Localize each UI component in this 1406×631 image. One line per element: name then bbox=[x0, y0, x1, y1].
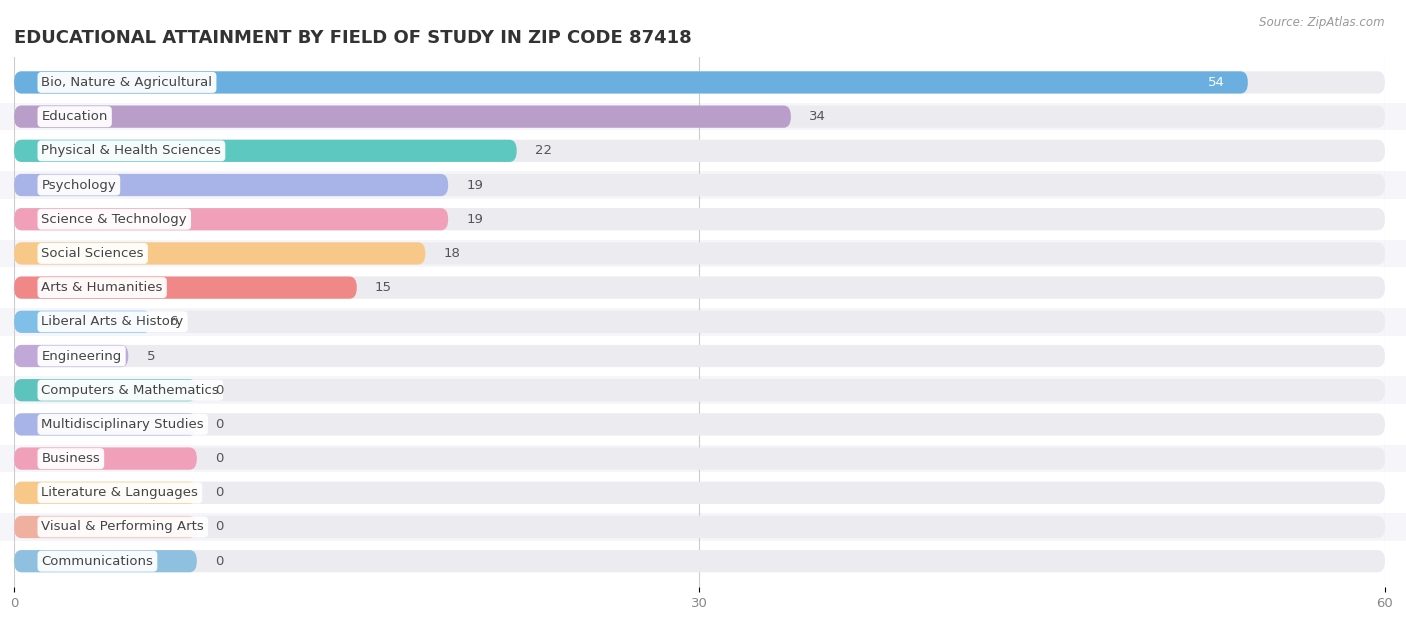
FancyBboxPatch shape bbox=[14, 174, 449, 196]
Text: Social Sciences: Social Sciences bbox=[42, 247, 143, 260]
Text: 0: 0 bbox=[215, 418, 224, 431]
Bar bbox=[0, 308, 1406, 336]
FancyBboxPatch shape bbox=[14, 413, 1385, 435]
Bar bbox=[0, 376, 1406, 404]
Bar bbox=[0, 103, 1406, 131]
FancyBboxPatch shape bbox=[14, 550, 1385, 572]
Text: Computers & Mathematics: Computers & Mathematics bbox=[42, 384, 219, 397]
Text: 5: 5 bbox=[146, 350, 155, 362]
Bar bbox=[0, 479, 1406, 507]
Text: 18: 18 bbox=[444, 247, 461, 260]
FancyBboxPatch shape bbox=[14, 105, 1385, 127]
Bar bbox=[0, 445, 1406, 473]
Text: 0: 0 bbox=[215, 487, 224, 499]
Bar bbox=[0, 513, 1406, 541]
FancyBboxPatch shape bbox=[14, 71, 1249, 93]
FancyBboxPatch shape bbox=[14, 242, 1385, 264]
FancyBboxPatch shape bbox=[14, 276, 1385, 298]
FancyBboxPatch shape bbox=[14, 310, 152, 333]
Text: Engineering: Engineering bbox=[42, 350, 122, 362]
Text: 34: 34 bbox=[810, 110, 827, 123]
Text: 19: 19 bbox=[467, 213, 484, 226]
Bar bbox=[0, 69, 1406, 97]
Bar bbox=[0, 137, 1406, 165]
FancyBboxPatch shape bbox=[14, 413, 197, 435]
FancyBboxPatch shape bbox=[14, 208, 449, 230]
Bar bbox=[0, 274, 1406, 302]
Text: Multidisciplinary Studies: Multidisciplinary Studies bbox=[42, 418, 204, 431]
Text: Liberal Arts & History: Liberal Arts & History bbox=[42, 316, 184, 328]
FancyBboxPatch shape bbox=[14, 481, 1385, 504]
Text: 15: 15 bbox=[375, 281, 392, 294]
Text: 22: 22 bbox=[536, 144, 553, 157]
Bar bbox=[0, 205, 1406, 233]
Text: Psychology: Psychology bbox=[42, 179, 117, 192]
Text: 0: 0 bbox=[215, 452, 224, 465]
Text: Visual & Performing Arts: Visual & Performing Arts bbox=[42, 521, 204, 533]
Text: 54: 54 bbox=[1208, 76, 1225, 89]
FancyBboxPatch shape bbox=[14, 516, 1385, 538]
Text: Physical & Health Sciences: Physical & Health Sciences bbox=[42, 144, 221, 157]
Text: EDUCATIONAL ATTAINMENT BY FIELD OF STUDY IN ZIP CODE 87418: EDUCATIONAL ATTAINMENT BY FIELD OF STUDY… bbox=[14, 29, 692, 47]
Bar bbox=[0, 171, 1406, 199]
FancyBboxPatch shape bbox=[14, 174, 1385, 196]
Text: Bio, Nature & Agricultural: Bio, Nature & Agricultural bbox=[42, 76, 212, 89]
FancyBboxPatch shape bbox=[14, 71, 1385, 93]
Text: Literature & Languages: Literature & Languages bbox=[42, 487, 198, 499]
FancyBboxPatch shape bbox=[14, 208, 1385, 230]
FancyBboxPatch shape bbox=[14, 310, 1385, 333]
FancyBboxPatch shape bbox=[14, 481, 197, 504]
Text: Business: Business bbox=[42, 452, 100, 465]
FancyBboxPatch shape bbox=[14, 379, 1385, 401]
FancyBboxPatch shape bbox=[14, 139, 1385, 162]
FancyBboxPatch shape bbox=[14, 516, 197, 538]
FancyBboxPatch shape bbox=[14, 276, 357, 298]
Text: Science & Technology: Science & Technology bbox=[42, 213, 187, 226]
Text: 19: 19 bbox=[467, 179, 484, 192]
FancyBboxPatch shape bbox=[14, 242, 426, 264]
FancyBboxPatch shape bbox=[14, 105, 792, 127]
FancyBboxPatch shape bbox=[14, 345, 1385, 367]
Bar bbox=[0, 547, 1406, 575]
Text: 6: 6 bbox=[170, 316, 177, 328]
FancyBboxPatch shape bbox=[14, 139, 517, 162]
Text: 0: 0 bbox=[215, 521, 224, 533]
FancyBboxPatch shape bbox=[14, 447, 1385, 469]
Bar bbox=[0, 240, 1406, 268]
Text: Education: Education bbox=[42, 110, 108, 123]
Text: Arts & Humanities: Arts & Humanities bbox=[42, 281, 163, 294]
FancyBboxPatch shape bbox=[14, 550, 197, 572]
Text: Communications: Communications bbox=[42, 555, 153, 568]
FancyBboxPatch shape bbox=[14, 345, 128, 367]
Text: Source: ZipAtlas.com: Source: ZipAtlas.com bbox=[1260, 16, 1385, 29]
Text: 0: 0 bbox=[215, 555, 224, 568]
FancyBboxPatch shape bbox=[14, 447, 197, 469]
Bar bbox=[0, 342, 1406, 370]
Text: 0: 0 bbox=[215, 384, 224, 397]
FancyBboxPatch shape bbox=[14, 379, 197, 401]
Bar bbox=[0, 411, 1406, 439]
